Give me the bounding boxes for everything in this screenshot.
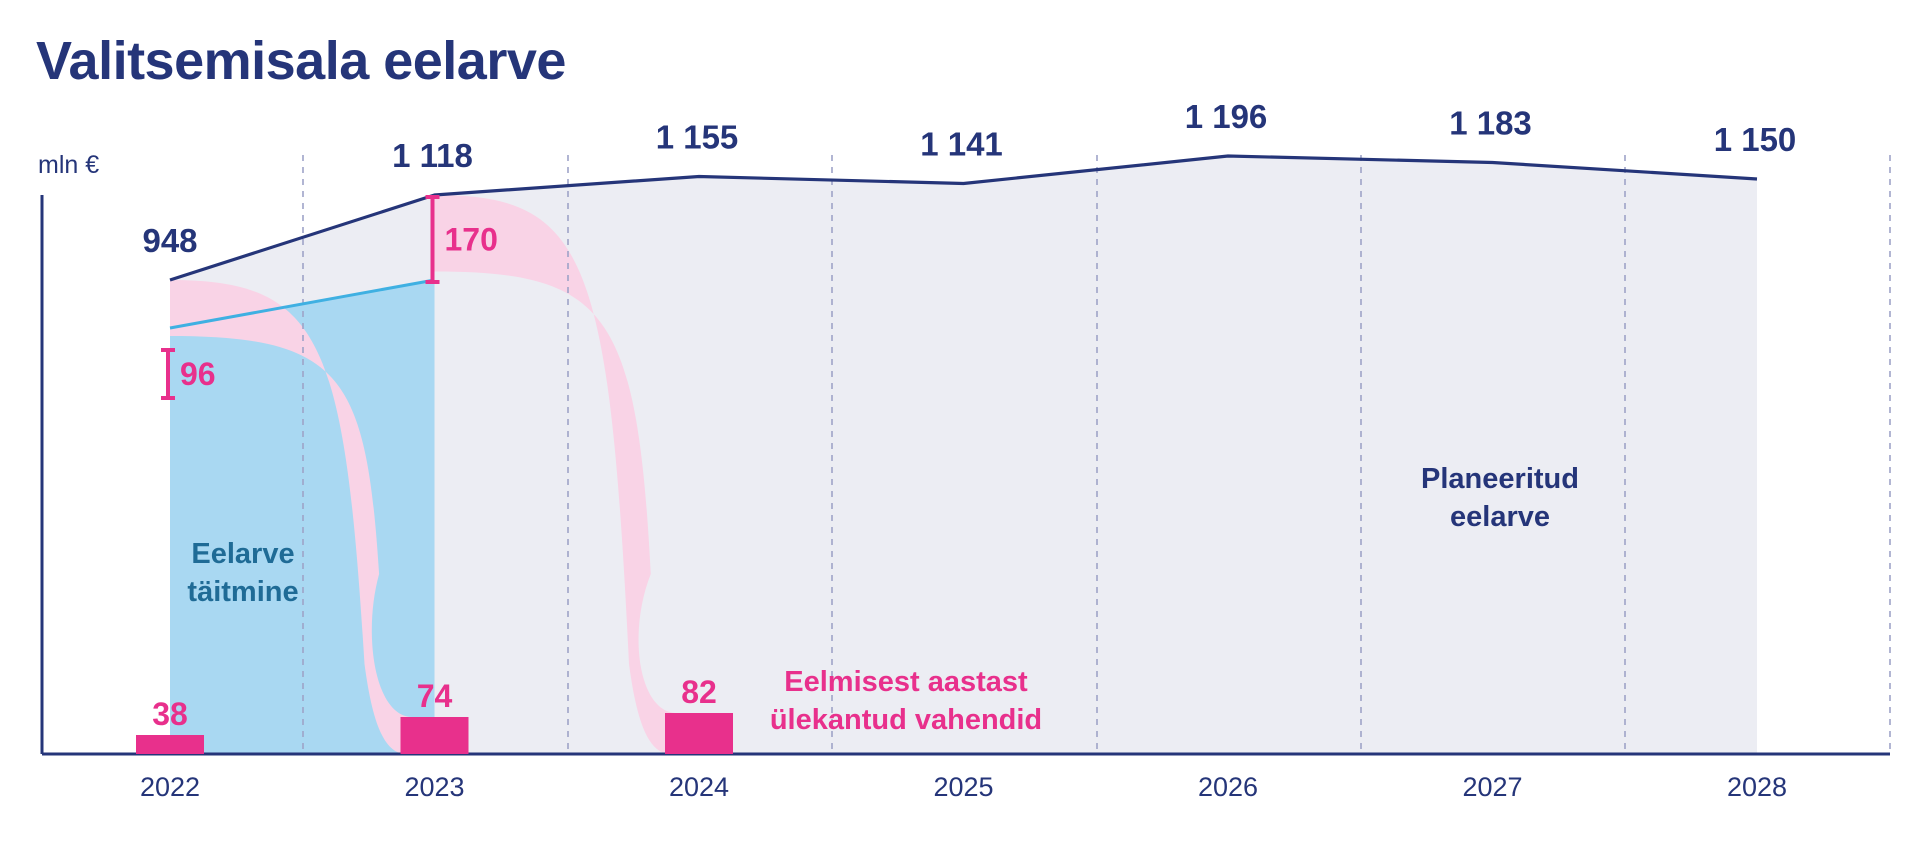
x-tick-label-2023: 2023 <box>404 772 464 802</box>
planned-value-label-2022: 948 <box>142 222 197 259</box>
x-tick-label-2024: 2024 <box>669 772 729 802</box>
carried-over-label-2024: 82 <box>681 674 717 710</box>
planned-value-label-2026: 1 196 <box>1185 98 1268 135</box>
carried-over-bar-2022 <box>136 735 204 754</box>
unspent-label-2023: 170 <box>445 222 498 258</box>
y-axis-unit-label: mln € <box>38 151 99 179</box>
carried-over-annotation-line-0: Eelmisest aastast <box>784 666 1028 698</box>
carried-over-bar-2024 <box>665 713 733 754</box>
carried-over-annotation-line-1: ülekantud vahendid <box>770 704 1042 736</box>
x-tick-label-2026: 2026 <box>1198 772 1258 802</box>
execution-annotation-line-1: täitmine <box>187 576 298 608</box>
budget-execution-line <box>169 278 435 330</box>
carry-over-flow-2023 <box>434 195 677 754</box>
planned-budget-annotation-line-1: eelarve <box>1450 501 1550 533</box>
carried-over-label-2022: 38 <box>152 696 188 732</box>
execution-annotation-line-0: Eelarve <box>191 538 294 570</box>
x-tick-label-2022: 2022 <box>140 772 200 802</box>
carry-over-flow-2022 <box>170 280 413 754</box>
x-tick-label-2027: 2027 <box>1462 772 1522 802</box>
carried-over-bar-2023 <box>400 717 469 754</box>
planned-budget-annotation-line-0: Planeeritud <box>1421 463 1579 495</box>
planned-value-label-2025: 1 141 <box>920 126 1003 163</box>
x-tick-label-2028: 2028 <box>1727 772 1787 802</box>
x-tick-label-2025: 2025 <box>933 772 993 802</box>
unspent-label-2022: 96 <box>180 356 216 392</box>
planned-value-label-2024: 1 155 <box>656 119 739 156</box>
chart-title: Valitsemisala eelarve <box>36 31 566 91</box>
carried-over-label-2023: 74 <box>417 678 453 714</box>
planned-value-label-2023: 1 118 <box>392 137 473 174</box>
planned-value-label-2027: 1 183 <box>1449 105 1532 142</box>
planned-value-label-2028: 1 150 <box>1714 121 1797 158</box>
